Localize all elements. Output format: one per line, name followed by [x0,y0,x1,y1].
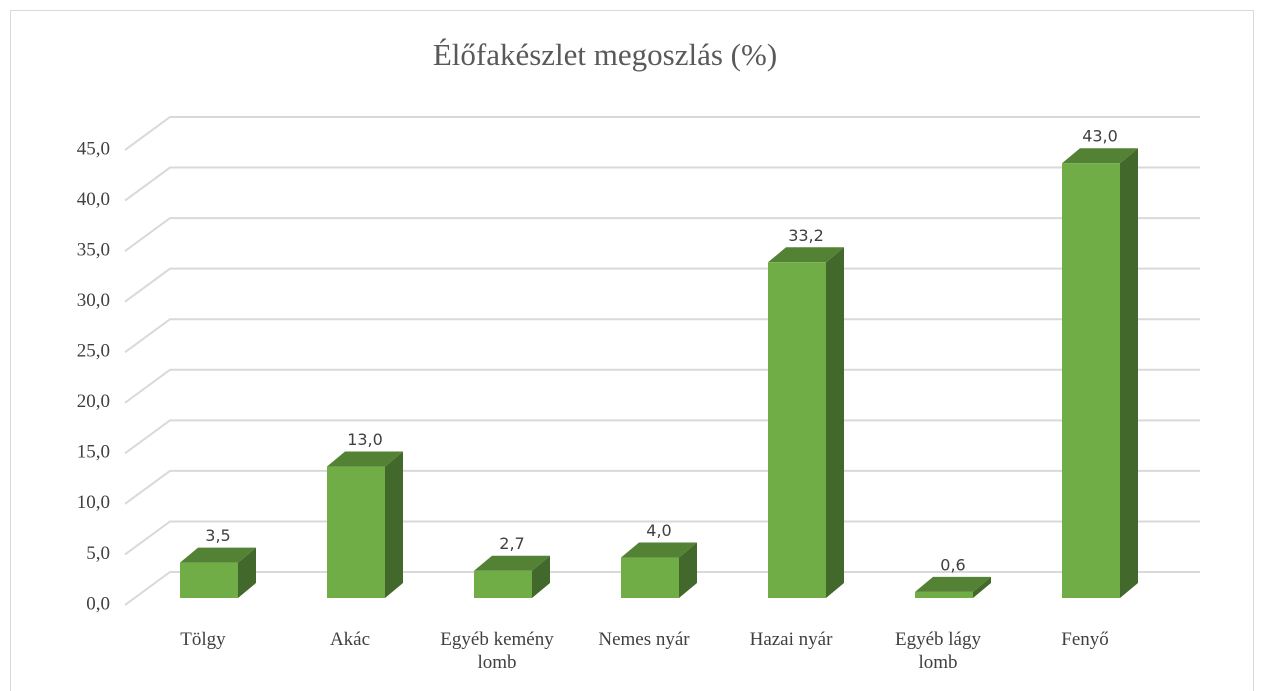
y-tick-label: 25,0 [77,341,110,362]
x-tick-label: Akác [329,629,371,650]
bar [1062,163,1120,598]
x-tick-label: Egyéb lágy lomb [894,629,981,673]
bar-side [385,451,403,598]
grid-line [124,469,1200,505]
bar-side [532,555,550,598]
bar-top [474,555,550,571]
bar [915,591,973,598]
grid-line [124,571,1200,606]
bar-side [238,547,256,598]
y-tick-label: 45,0 [77,138,110,159]
bar-top [768,247,844,263]
grid-line [124,318,1200,354]
bar-side [973,576,991,598]
y-tick-label: 0,0 [86,593,110,614]
bar [327,466,385,598]
value-label: 0,6 [940,555,965,574]
grid-line [124,419,1200,455]
bar-top [915,576,991,592]
x-tick-label: Nemes nyár [598,629,690,650]
bar-side [826,247,844,599]
x-tick-label: Fenyő [1061,629,1109,650]
value-label: 43,0 [1082,127,1118,146]
grid-line [124,217,1200,252]
grid-line [124,520,1200,556]
grid-line [124,116,1200,151]
value-label: 33,2 [788,226,824,245]
bar-side [679,542,697,598]
chart-title: Élőfakészlet megoszlás (%) [433,37,777,72]
x-tick-label: Egyéb kemény lomb [440,629,554,673]
value-label: 3,5 [205,526,230,545]
bar [180,562,238,598]
y-tick-label: 40,0 [77,189,110,210]
chart-border [10,10,1254,691]
bar [621,557,679,598]
value-label: 4,0 [646,521,671,540]
bar-top [621,542,697,558]
bar-top [180,547,256,563]
bar [474,570,532,598]
y-tick-label: 15,0 [77,442,110,463]
grid-line [124,368,1200,404]
y-tick-label: 30,0 [77,290,110,311]
x-tick-label: Hazai nyár [749,629,833,650]
bar-top [1062,148,1138,164]
x-tick-label: Tölgy [180,629,226,650]
value-label: 13,0 [347,430,383,449]
grid-line [124,166,1200,202]
y-tick-label: 10,0 [77,492,110,513]
bar-top [327,451,403,467]
y-tick-label: 20,0 [77,391,110,412]
value-label: 2,7 [499,534,524,553]
bar [768,262,826,598]
y-tick-label: 5,0 [86,543,110,564]
grid-line [124,267,1200,303]
y-tick-label: 35,0 [77,239,110,260]
bar-side [1120,148,1138,598]
